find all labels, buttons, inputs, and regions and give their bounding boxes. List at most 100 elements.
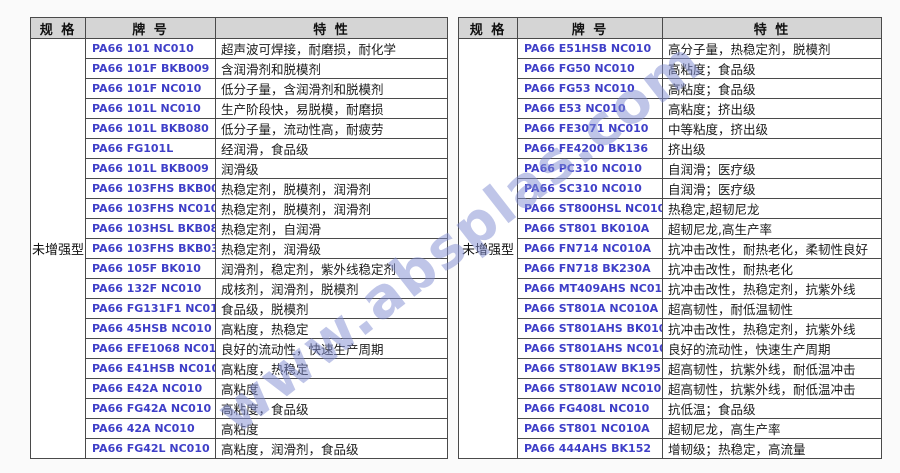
table-row: 未增强型 PA66 101 NC010 超声波可焊接，耐磨损，耐化学 [30, 38, 448, 459]
feature-cell: 热稳定剂，自润滑 [215, 218, 448, 239]
table-row: PA66 45HSB NC010 高粘度，热稳定 [31, 318, 448, 339]
table-row: PA66 103FHS BKB038 热稳定剂，润滑级 [31, 238, 448, 259]
grade-cell: PA66 103FHS BKB038 [85, 238, 216, 259]
table-row: PA66 ST801AHS NC010 良好的流动性，快速生产周期 [459, 338, 882, 359]
table-row: PA66 ST801AW BK195 超高韧性，抗紫外线，耐低温冲击 [459, 358, 882, 379]
grade-cell: PA66 FN718 BK230A [517, 258, 663, 279]
grade-cell: PA66 FG50 NC010 [517, 58, 663, 79]
feature-cell: 自润滑；医疗级 [662, 158, 882, 179]
feature-cell: 高粘度 [215, 378, 448, 399]
pa66-grade-table-left: 规 格 牌 号 特 性 未增强型 PA66 101 NC010 超声波可焊接，耐磨损… [30, 17, 448, 459]
table-row: PA66 EFE1068 NC010 良好的流动性，快速生产周期 [31, 338, 448, 359]
col-header-grade: 牌 号 [517, 17, 663, 39]
table-row: PA66 FG50 NC010 高粘度；食品级 [459, 58, 882, 79]
table-row: PA66 FN714 NC010A 抗冲击改性，耐热老化，柔韧性良好 [459, 238, 882, 259]
feature-cell: 高粘度，润滑剂，食品级 [215, 438, 448, 459]
feature-cell: 抗冲击改性，耐热老化 [662, 258, 882, 279]
grade-cell: PA66 E51HSB NC010 [517, 38, 663, 59]
grade-cell: PA66 FG42L NC010 [85, 438, 216, 459]
grade-cell: PA66 ST800HSL NC010 [517, 198, 663, 219]
grade-cell: PA66 E41HSB NC010 [85, 358, 216, 379]
feature-cell: 挤出级 [662, 138, 882, 159]
grade-cell: PA66 45HSB NC010 [85, 318, 216, 339]
grade-cell: PA66 E42A NC010 [85, 378, 216, 399]
feature-cell: 超韧尼龙,高生产率 [662, 218, 882, 239]
table-row: PA66 103HSL BKB080 热稳定剂，自润滑 [31, 218, 448, 239]
feature-cell: 润滑级 [215, 158, 448, 179]
feature-cell: 食品级，脱模剂 [215, 298, 448, 319]
grade-cell: PA66 103FHS BKB009 [85, 178, 216, 199]
grade-cell: PA66 ST801AW BK195 [517, 358, 663, 379]
grade-cell: PA66 FG53 NC010 [517, 78, 663, 99]
grade-cell: PA66 FG101L [85, 138, 216, 159]
table-row: PA66 FG101L 经润滑，食品级 [31, 138, 448, 159]
grade-cell: PA66 103FHS NC010 [85, 198, 216, 219]
feature-cell: 中等粘度，挤出级 [662, 118, 882, 139]
grade-cell: PA66 E53 NC010 [517, 98, 663, 119]
grade-cell: PA66 105F BK010 [85, 258, 216, 279]
grade-cell: PA66 PC310 NC010 [517, 158, 663, 179]
col-header-feature: 特 性 [215, 17, 448, 39]
feature-cell: 热稳定剂，脱模剂，润滑剂 [215, 198, 448, 219]
right-grade-table: 规 格 牌 号 特 性 未增强型 PA66 E51HSB NC010 高分子量，热稳… [458, 17, 882, 459]
table-row: PA66 ST801 NC010A 超韧尼龙，高生产率 [459, 418, 882, 439]
table-row: PA66 101F NC010 低分子量，含润滑剂和脱模剂 [31, 78, 448, 99]
grade-cell: PA66 ST801 NC010A [517, 418, 663, 439]
grade-cell: PA66 MT409AHS NC010 [517, 278, 663, 299]
feature-cell: 抗冲击改性，耐热老化，柔韧性良好 [662, 238, 882, 259]
table-row: PA66 101F BKB009 含润滑剂和脱模剂 [31, 58, 448, 79]
table-row: PA66 E53 NC010 高粘度；挤出级 [459, 98, 882, 119]
table-row: PA66 FN718 BK230A 抗冲击改性，耐热老化 [459, 258, 882, 279]
feature-cell: 润滑剂，稳定剂，紫外线稳定剂 [215, 258, 448, 279]
feature-cell: 热稳定,超韧尼龙 [662, 198, 882, 219]
table-row: PA66 FE3071 NC010 中等粘度，挤出级 [459, 118, 882, 139]
table-row: PA66 103FHS BKB009 热稳定剂，脱模剂，润滑剂 [31, 178, 448, 199]
grade-cell: PA66 101L BKB080 [85, 118, 216, 139]
header-row: 规 格 牌 号 特 性 [30, 17, 448, 39]
feature-cell: 高粘度；挤出级 [662, 98, 882, 119]
grade-cell: PA66 ST801AW NC010 [517, 378, 663, 399]
table-row: PA66 101L NC010 生产阶段快，易脱模，耐磨损 [31, 98, 448, 119]
spec-cell: 未增强型 [458, 38, 518, 459]
feature-cell: 含润滑剂和脱模剂 [215, 58, 448, 79]
feature-cell: 抗冲击改性，热稳定剂，抗紫外线 [662, 318, 882, 339]
table-row: PA66 103FHS NC010 热稳定剂，脱模剂，润滑剂 [31, 198, 448, 219]
feature-cell: 超声波可焊接，耐磨损，耐化学 [215, 38, 448, 59]
table-row: PA66 FG131F1 NC010 食品级，脱模剂 [31, 298, 448, 319]
grade-cell: PA66 FE3071 NC010 [517, 118, 663, 139]
grade-cell: PA66 FG408L NC010 [517, 398, 663, 419]
feature-cell: 超高韧性，耐低温韧性 [662, 298, 882, 319]
spec-cell: 未增强型 [30, 38, 86, 459]
feature-cell: 增韧级；热稳定，高流量 [662, 438, 882, 459]
feature-cell: 高粘度，热稳定 [215, 318, 448, 339]
pa66-grade-table-right: 规 格 牌 号 特 性 未增强型 PA66 E51HSB NC010 高分子量，热稳… [458, 17, 882, 459]
feature-cell: 高粘度；食品级 [662, 58, 882, 79]
grade-cell: PA66 103HSL BKB080 [85, 218, 216, 239]
grade-cell: PA66 FE4200 BK136 [517, 138, 663, 159]
table-row: PA66 FG42A NC010 高粘度，食品级 [31, 398, 448, 419]
grade-cell: PA66 101F NC010 [85, 78, 216, 99]
grade-cell: PA66 ST801AHS NC010 [517, 338, 663, 359]
table-row: PA66 E41HSB NC010 高粘度，热稳定 [31, 358, 448, 379]
grade-cell: PA66 132F NC010 [85, 278, 216, 299]
grade-cell: PA66 101L NC010 [85, 98, 216, 119]
header-row: 规 格 牌 号 特 性 [458, 17, 882, 39]
grade-cell: PA66 42A NC010 [85, 418, 216, 439]
grade-cell: PA66 FG42A NC010 [85, 398, 216, 419]
table-row: PA66 PC310 NC010 自润滑；医疗级 [459, 158, 882, 179]
feature-cell: 良好的流动性，快速生产周期 [215, 338, 448, 359]
table-row: PA66 101L BKB080 低分子量，流动性高，耐疲劳 [31, 118, 448, 139]
table-row: PA66 ST801 BK010A 超韧尼龙,高生产率 [459, 218, 882, 239]
feature-cell: 高粘度，食品级 [215, 398, 448, 419]
grade-cell: PA66 ST801AHS BK010 [517, 318, 663, 339]
feature-cell: 高粘度，热稳定 [215, 358, 448, 379]
table-row: PA66 FE4200 BK136 挤出级 [459, 138, 882, 159]
table-row: PA66 42A NC010 高粘度 [31, 418, 448, 439]
col-header-spec: 规 格 [458, 17, 518, 39]
feature-cell: 生产阶段快，易脱模，耐磨损 [215, 98, 448, 119]
grade-cell: PA66 EFE1068 NC010 [85, 338, 216, 359]
table-row: PA66 SC310 NC010 自润滑；医疗级 [459, 178, 882, 199]
feature-cell: 热稳定剂，润滑级 [215, 238, 448, 259]
col-header-spec: 规 格 [30, 17, 86, 39]
table-row: PA66 MT409AHS NC010 抗冲击改性，热稳定剂，抗紫外线 [459, 278, 882, 299]
